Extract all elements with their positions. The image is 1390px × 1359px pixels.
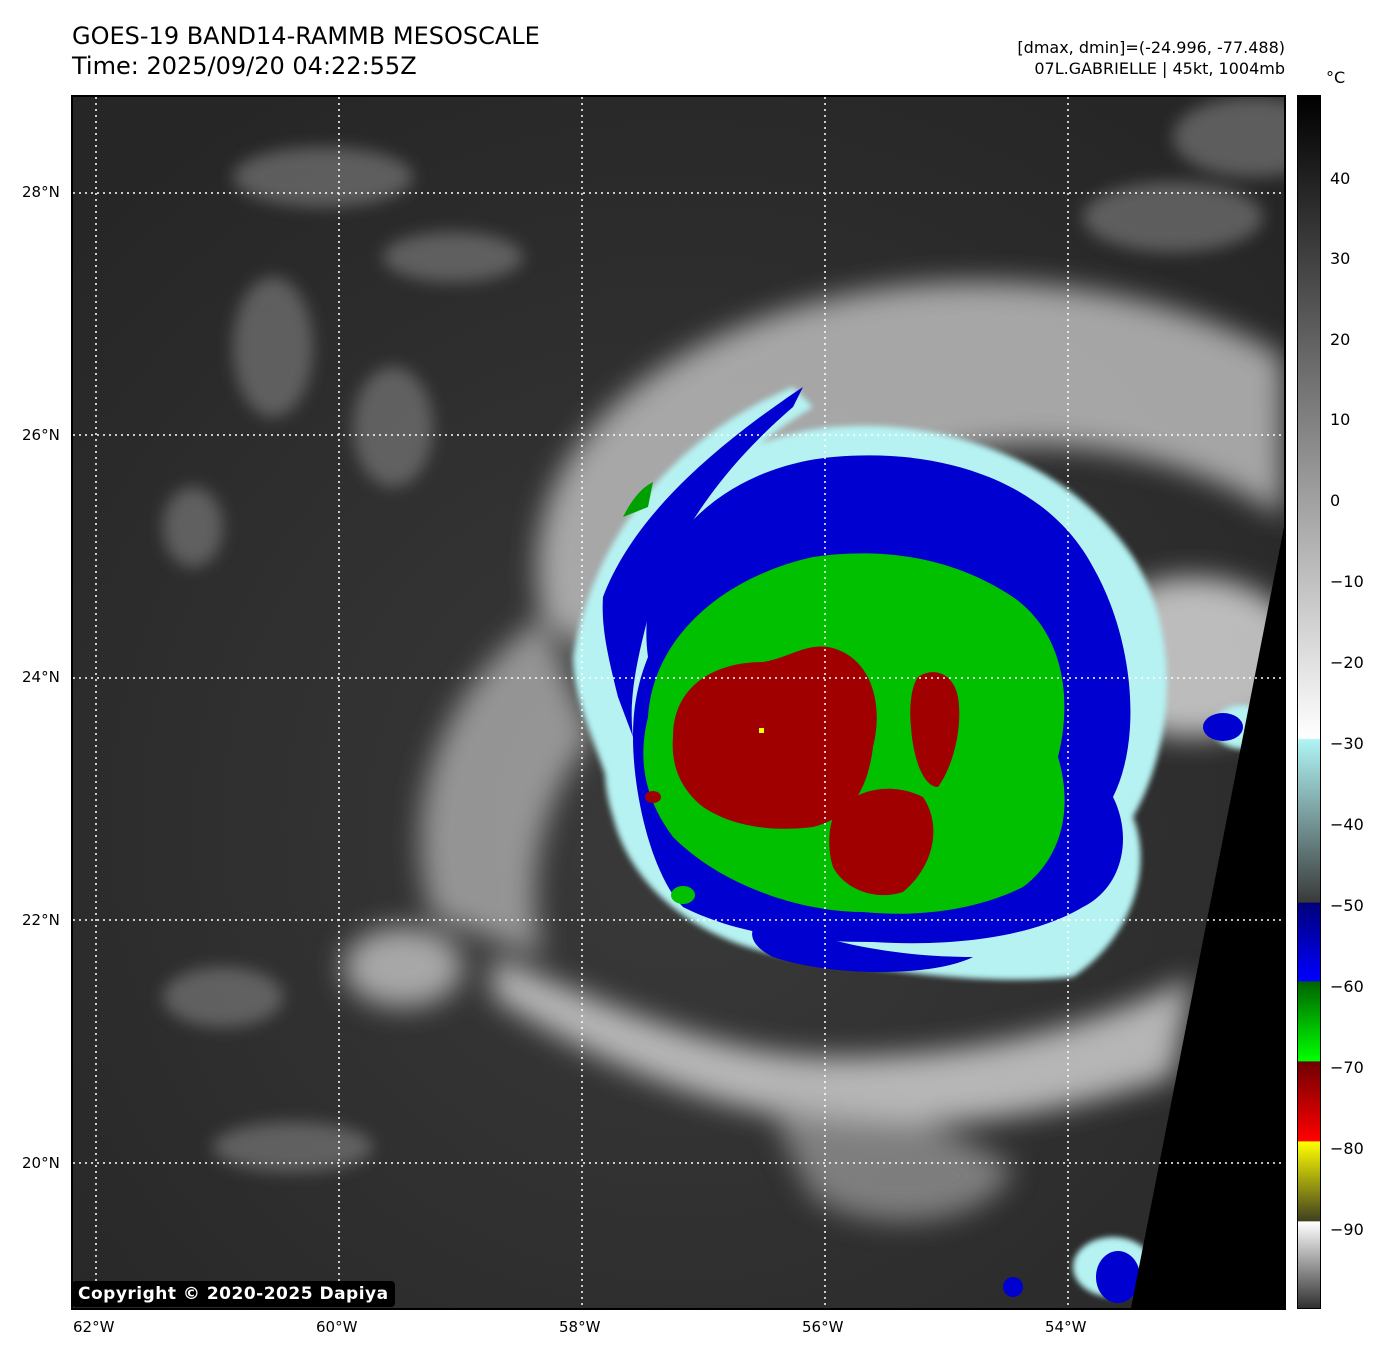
colorbar-gradient [1298, 96, 1320, 1308]
colorbar-label-minus80: −80 [1330, 1139, 1364, 1158]
satellite-image-panel [71, 95, 1286, 1310]
lon-label-56w: 56°W [802, 1318, 844, 1336]
lat-label-24n: 24°N [22, 668, 60, 686]
colorbar-label-minus40: −40 [1330, 815, 1364, 834]
colorbar-label-40: 40 [1330, 169, 1351, 188]
colorbar-label-minus10: −10 [1330, 572, 1364, 591]
colorbar-label-0: 0 [1330, 491, 1341, 510]
colorbar-label-minus30: −30 [1330, 734, 1364, 753]
lat-label-22n: 22°N [22, 911, 60, 929]
copyright-badge: Copyright © 2020-2025 Dapiya [72, 1281, 395, 1307]
lat-label-20n: 20°N [22, 1154, 60, 1172]
storm-info-text: 07L.GABRIELLE | 45kt, 1004mb [1034, 59, 1285, 78]
lon-label-62w: 62°W [73, 1318, 115, 1336]
lon-label-58w: 58°W [559, 1318, 601, 1336]
temperature-range-text: [dmax, dmin]=(-24.996, -77.488) [1017, 38, 1285, 57]
infrared-satellite-image [73, 97, 1284, 1308]
colorbar [1297, 95, 1321, 1309]
colorbar-label-10: 10 [1330, 410, 1351, 429]
colorbar-label-minus60: −60 [1330, 977, 1364, 996]
image-title: GOES-19 BAND14-RAMMB MESOSCALE [72, 22, 540, 50]
image-timestamp: Time: 2025/09/20 04:22:55Z [72, 52, 417, 80]
colorbar-label-minus20: −20 [1330, 653, 1364, 672]
lat-label-26n: 26°N [22, 426, 60, 444]
colorbar-label-20: 20 [1330, 330, 1351, 349]
colorbar-unit: °C [1326, 68, 1346, 87]
colorbar-label-minus70: −70 [1330, 1058, 1364, 1077]
colorbar-label-30: 30 [1330, 249, 1351, 268]
lon-label-54w: 54°W [1045, 1318, 1087, 1336]
colorbar-label-minus50: −50 [1330, 896, 1364, 915]
colorbar-label-minus90: −90 [1330, 1220, 1364, 1239]
lon-label-60w: 60°W [316, 1318, 358, 1336]
lat-label-28n: 28°N [22, 183, 60, 201]
